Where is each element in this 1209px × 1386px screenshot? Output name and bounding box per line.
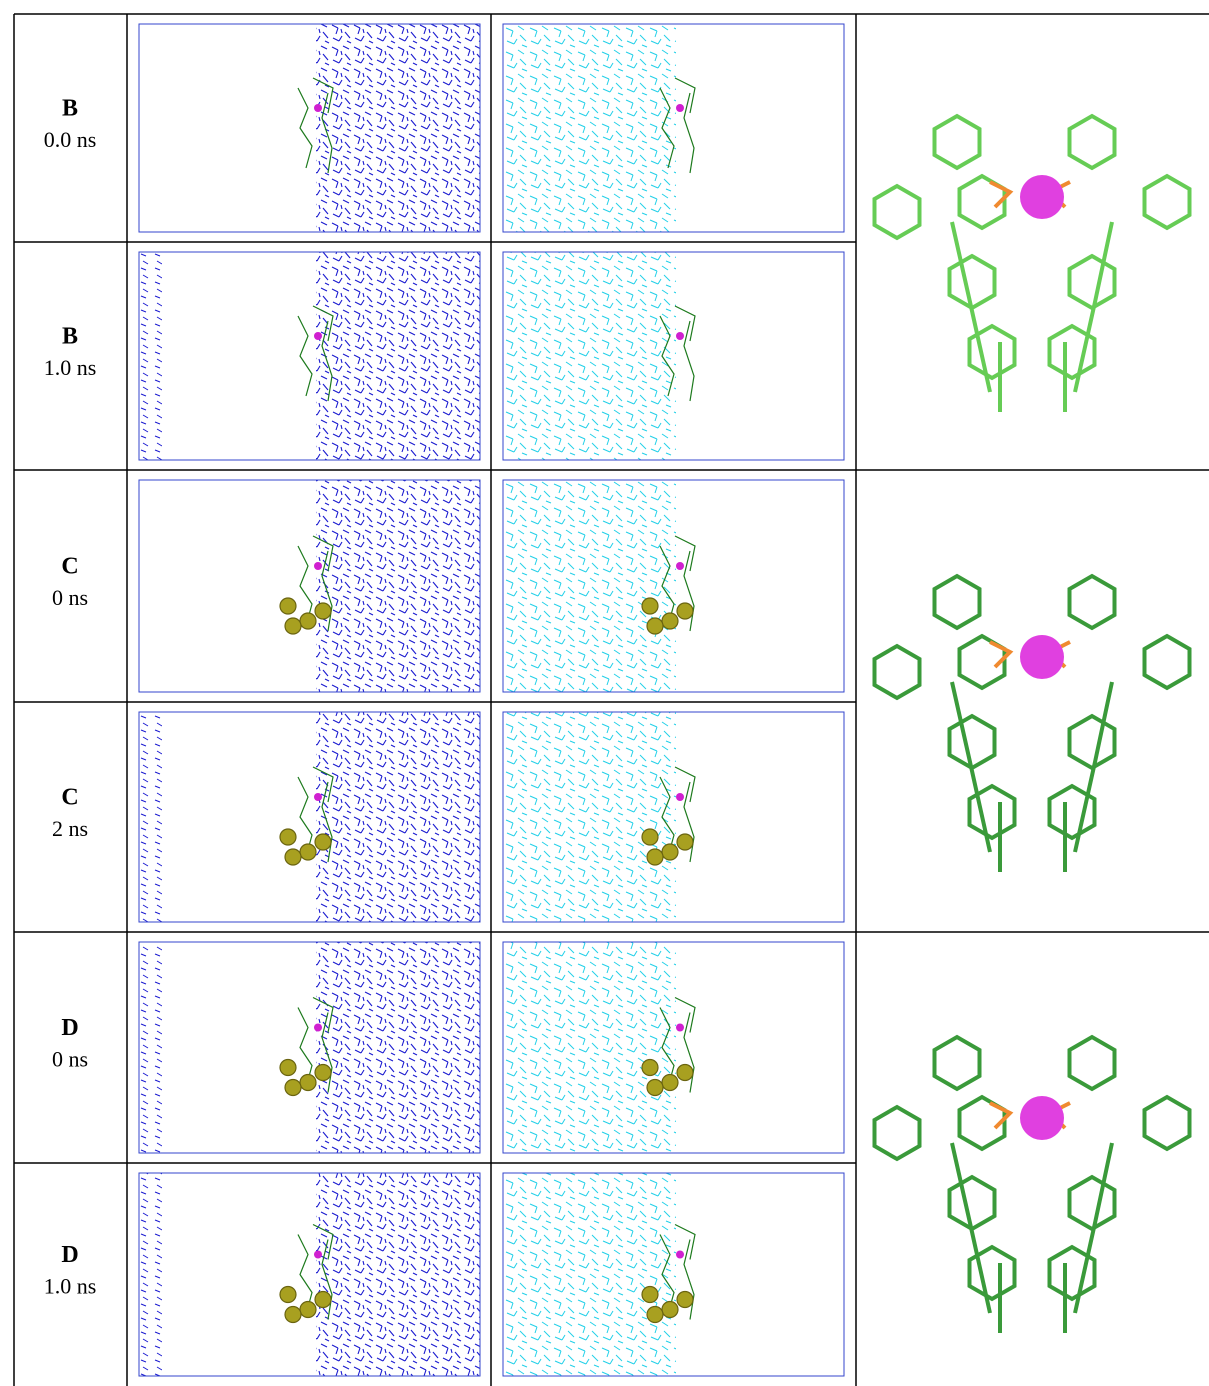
guest-molecule: [642, 598, 658, 614]
guest-molecule: [662, 1302, 678, 1318]
metal-ion: [314, 1024, 322, 1032]
row-label: B: [62, 324, 78, 350]
phenyl-ring: [875, 1107, 920, 1159]
phenyl-ring: [1070, 1037, 1115, 1089]
phenyl-ring: [1070, 256, 1115, 308]
metal-ion: [314, 793, 322, 801]
solvent-strip: [140, 1173, 162, 1376]
guest-molecule: [647, 1307, 663, 1323]
guest-molecule: [315, 1065, 331, 1081]
solvent-region: [316, 252, 480, 460]
phenyl-ring: [950, 256, 995, 308]
phenyl-ring: [1070, 116, 1115, 168]
row-time: 0 ns: [52, 1047, 88, 1072]
backbone: [952, 682, 1112, 872]
guest-molecule: [642, 1287, 658, 1303]
metal-sphere: [1020, 175, 1064, 219]
row-time: 2 ns: [52, 816, 88, 841]
solvent-strip: [140, 942, 162, 1153]
guest-molecule: [662, 613, 678, 629]
backbone: [952, 222, 1112, 412]
guest-molecule: [662, 844, 678, 860]
guest-molecule: [315, 1292, 331, 1308]
metal-ion: [676, 104, 684, 112]
guest-molecule: [300, 1302, 316, 1318]
phenyl-ring: [875, 646, 920, 698]
row-label: C: [61, 554, 78, 580]
phenyl-ring: [1070, 576, 1115, 628]
phenyl-ring: [1145, 176, 1190, 228]
row-time: 0.0 ns: [44, 127, 97, 152]
row-time: 0 ns: [52, 585, 88, 610]
metal-ion: [676, 332, 684, 340]
solvent-region: [504, 1173, 676, 1376]
guest-molecule: [315, 603, 331, 619]
metal-ion: [676, 562, 684, 570]
phenyl-ring: [950, 1177, 995, 1229]
metal-ion: [676, 793, 684, 801]
guest-molecule: [300, 844, 316, 860]
guest-molecule: [677, 1065, 693, 1081]
guest-molecule: [280, 598, 296, 614]
solvent-region: [504, 480, 676, 692]
guest-molecule: [677, 834, 693, 850]
phenyl-ring: [950, 716, 995, 768]
phenyl-ring: [935, 1037, 980, 1089]
row-label: D: [61, 1015, 78, 1041]
solvent-region: [316, 24, 480, 232]
backbone: [952, 1143, 1112, 1333]
row-time: 1.0 ns: [44, 1274, 97, 1299]
solvent-region: [504, 252, 676, 460]
guest-molecule: [285, 1080, 301, 1096]
row-label: C: [61, 785, 78, 811]
phenyl-ring: [935, 576, 980, 628]
metal-sphere: [1020, 635, 1064, 679]
guest-molecule: [300, 1075, 316, 1091]
metal-ion: [314, 332, 322, 340]
guest-molecule: [642, 829, 658, 845]
guest-molecule: [647, 618, 663, 634]
solvent-region: [316, 712, 480, 922]
guest-molecule: [642, 1060, 658, 1076]
guest-molecule: [677, 603, 693, 619]
phenyl-ring: [1145, 636, 1190, 688]
metal-ion: [676, 1251, 684, 1259]
solvent-region: [316, 480, 480, 692]
metal-ion: [676, 1024, 684, 1032]
metal-sphere: [1020, 1096, 1064, 1140]
guest-molecule: [280, 1060, 296, 1076]
solvent-strip: [140, 252, 162, 460]
guest-molecule: [280, 829, 296, 845]
guest-molecule: [300, 613, 316, 629]
phenyl-ring: [1070, 1177, 1115, 1229]
guest-molecule: [647, 1080, 663, 1096]
phenyl-ring: [935, 116, 980, 168]
row-label: D: [61, 1242, 78, 1268]
solvent-region: [504, 942, 676, 1153]
solvent-strip: [140, 712, 162, 922]
guest-molecule: [677, 1292, 693, 1308]
metal-ion: [314, 104, 322, 112]
guest-molecule: [285, 1307, 301, 1323]
row-label: B: [62, 96, 78, 122]
guest-molecule: [280, 1287, 296, 1303]
solvent-region: [316, 942, 480, 1153]
phenyl-ring: [1070, 716, 1115, 768]
solvent-region: [316, 1173, 480, 1376]
phenyl-ring: [1145, 1097, 1190, 1149]
row-time: 1.0 ns: [44, 355, 97, 380]
guest-molecule: [285, 849, 301, 865]
guest-molecule: [315, 834, 331, 850]
figure-table: B 0.0 ns B 1.0 ns C 0 ns C 2 ns D 0 ns D 1.0 ns: [0, 0, 1209, 1386]
guest-molecule: [662, 1075, 678, 1091]
solvent-region: [504, 712, 676, 922]
solvent-region: [504, 24, 676, 232]
guest-molecule: [647, 849, 663, 865]
metal-ion: [314, 1251, 322, 1259]
guest-molecule: [285, 618, 301, 634]
metal-ion: [314, 562, 322, 570]
phenyl-ring: [875, 186, 920, 238]
